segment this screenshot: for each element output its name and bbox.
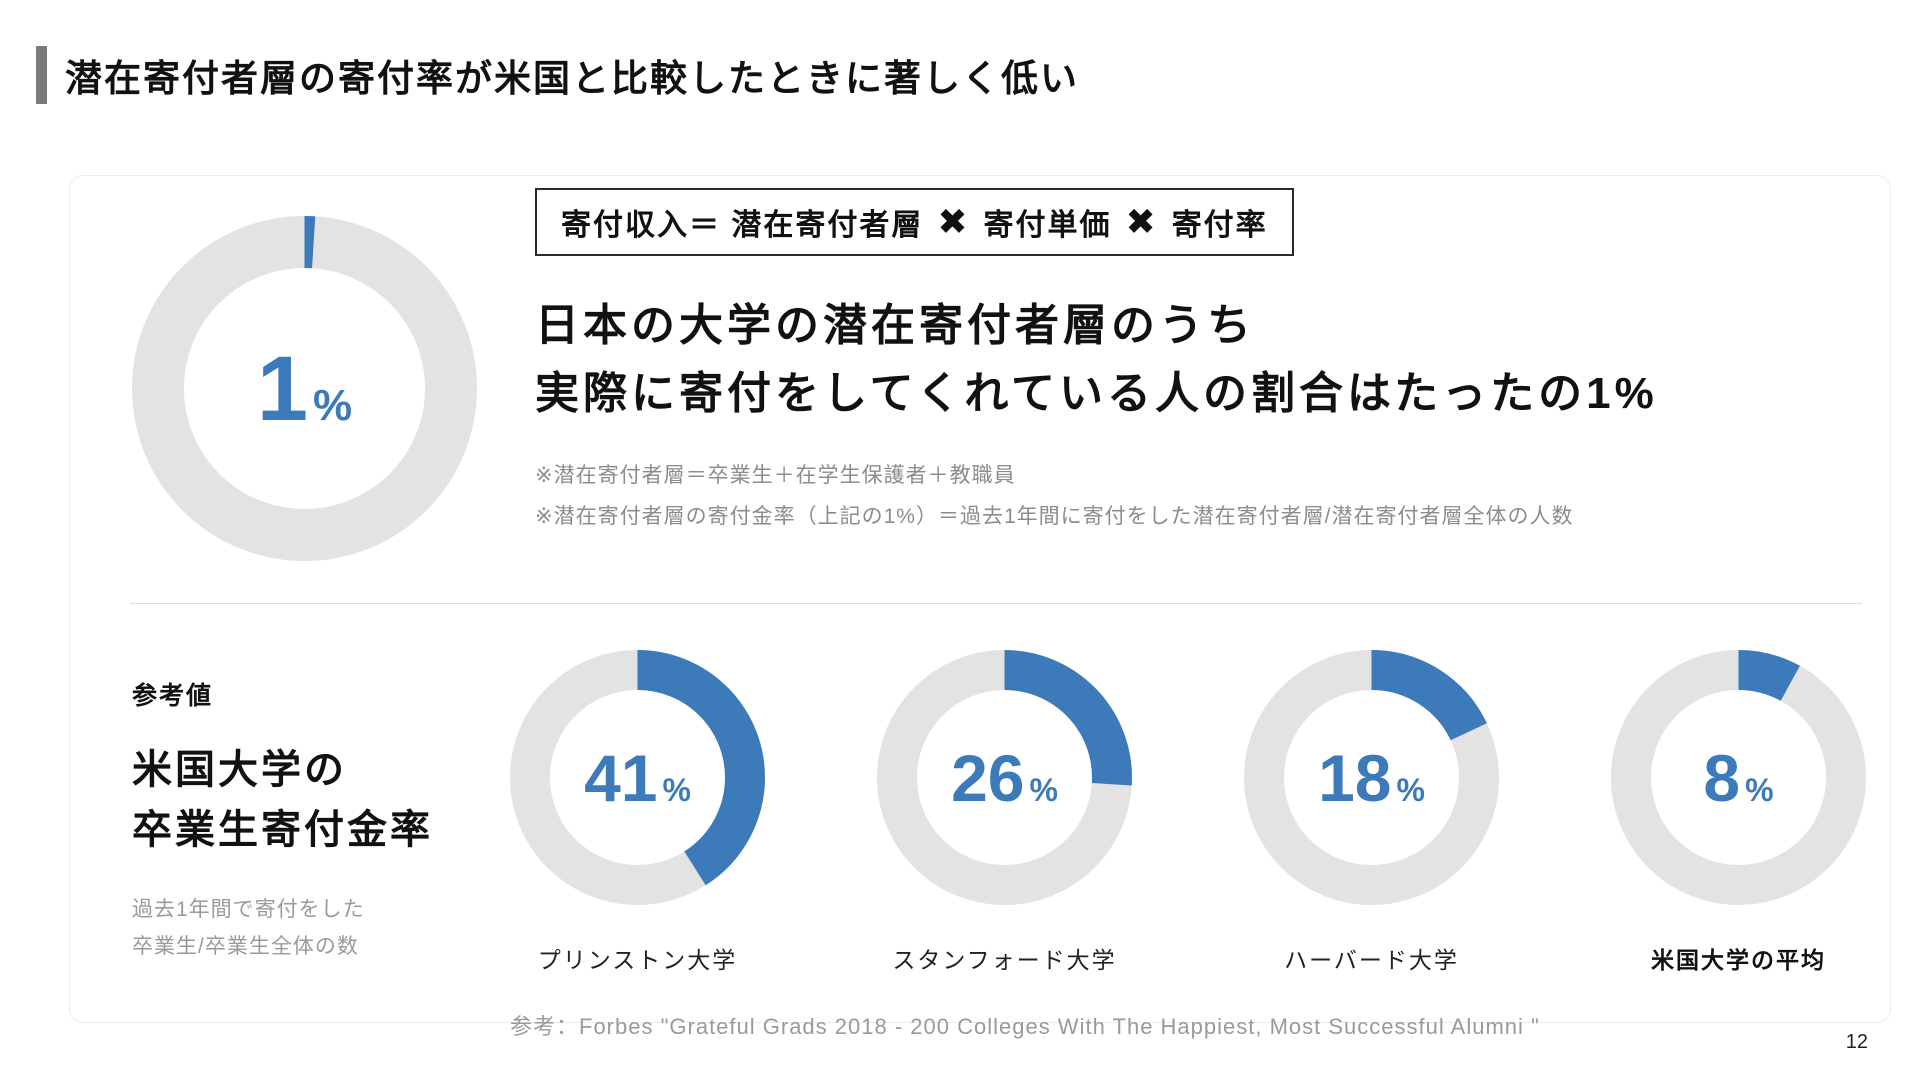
us-donut-unit: % <box>1396 771 1425 808</box>
us-donut-item: 18% ハーバード大学 <box>1244 650 1499 975</box>
us-donut: 8% <box>1611 650 1866 905</box>
us-donut-center: 18% <box>1244 650 1499 905</box>
japan-donut: 1% <box>132 216 477 561</box>
footnote-2: ※潜在寄付者層の寄付金率（上記の1%）＝過去1年間に寄付をした潜在寄付者層/潜在… <box>535 505 1574 529</box>
us-donut-center: 26% <box>877 650 1132 905</box>
formula-box: 寄付収入＝ 潜在寄付者層 ✖ 寄付単価 ✖ 寄付率 <box>535 188 1294 256</box>
us-donut-center: 8% <box>1611 650 1866 905</box>
us-donut-label: ハーバード大学 <box>1284 947 1459 973</box>
us-donut-unit: % <box>1029 771 1058 808</box>
us-donut-unit: % <box>1745 771 1774 808</box>
content-card: 1% 寄付収入＝ 潜在寄付者層 ✖ 寄付単価 ✖ 寄付率 日本の大学の潜在寄付者… <box>69 175 1891 1039</box>
japan-text-column: 寄付収入＝ 潜在寄付者層 ✖ 寄付単価 ✖ 寄付率 日本の大学の潜在寄付者層のう… <box>535 188 1850 538</box>
donut-chart-svg <box>132 216 477 561</box>
us-charts-column: 41% プリンストン大学 26% スタンフォード大学 18% ハーバード大学 8% 米国大学の… <box>510 650 1878 1041</box>
footnotes: ※潜在寄付者層＝卒業生＋在学生保護者＋教職員 ※潜在寄付者層の寄付金率（上記の1… <box>535 456 1850 538</box>
us-title-line-2: 卒業生寄付金率 <box>132 808 433 852</box>
us-section: 参考値 米国大学の 卒業生寄付金率 過去1年間で寄付をした 卒業生/卒業生全体の… <box>70 604 1890 1041</box>
us-section-title: 米国大学の 卒業生寄付金率 <box>132 740 510 860</box>
us-donut-item: 26% スタンフォード大学 <box>877 650 1132 975</box>
donut-chart-svg <box>510 650 765 905</box>
heading-line-1: 日本の大学の潜在寄付者層のうち <box>535 301 1255 350</box>
main-heading: 日本の大学の潜在寄付者層のうち 実際に寄付をしてくれている人の割合はたったの1% <box>535 292 1850 428</box>
us-donut-value: 8 <box>1703 740 1741 815</box>
donut-chart-svg <box>1611 650 1866 905</box>
title-block: 潜在寄付者層の寄付率が米国と比較したときに著しく低い <box>36 46 1079 104</box>
us-donut-value: 26 <box>951 740 1025 815</box>
us-donut: 18% <box>1244 650 1499 905</box>
us-donut-label: 米国大学の平均 <box>1651 947 1826 973</box>
section-divider <box>130 603 1862 604</box>
us-title-line-1: 米国大学の <box>132 748 347 792</box>
japan-section: 1% 寄付収入＝ 潜在寄付者層 ✖ 寄付単価 ✖ 寄付率 日本の大学の潜在寄付者… <box>70 176 1890 561</box>
multiply-icon: ✖ <box>937 201 970 242</box>
formula-part-1: 寄付収入＝ 潜在寄付者層 <box>561 209 924 242</box>
heading-line-2: 実際に寄付をしてくれている人の割合はたったの1% <box>535 369 1658 419</box>
us-donut-item: 8% 米国大学の平均 <box>1611 650 1866 975</box>
reference-label: 参考値 <box>132 682 214 710</box>
japan-donut-value: 1 <box>256 337 309 440</box>
donut-chart-svg <box>1244 650 1499 905</box>
source-citation: 参考：Forbes "Grateful Grads 2018 - 200 Col… <box>510 1014 1540 1039</box>
us-donut-label: プリンストン大学 <box>537 947 738 973</box>
footnote-1: ※潜在寄付者層＝卒業生＋在学生保護者＋教職員 <box>535 464 1016 488</box>
japan-donut-unit: % <box>313 380 353 430</box>
us-donut-item: 41% プリンストン大学 <box>510 650 765 975</box>
page-title: 潜在寄付者層の寄付率が米国と比較したときに著しく低い <box>65 58 1079 99</box>
us-note-line-1: 過去1年間で寄付をした <box>132 898 365 921</box>
japan-donut-center: 1% <box>132 216 477 561</box>
us-donut-value: 41 <box>584 740 658 815</box>
us-note-line-2: 卒業生/卒業生全体の数 <box>132 934 359 958</box>
us-donut-center: 41% <box>510 650 765 905</box>
us-text-column: 参考値 米国大学の 卒業生寄付金率 過去1年間で寄付をした 卒業生/卒業生全体の… <box>132 650 510 1041</box>
us-donut-label: スタンフォード大学 <box>892 947 1117 973</box>
us-donuts-row: 41% プリンストン大学 26% スタンフォード大学 18% ハーバード大学 8% 米国大学の… <box>510 650 1866 975</box>
us-donut: 41% <box>510 650 765 905</box>
multiply-icon: ✖ <box>1125 201 1158 242</box>
formula-part-3: 寄付率 <box>1171 209 1268 242</box>
us-donut: 26% <box>877 650 1132 905</box>
us-donut-value: 18 <box>1318 740 1392 815</box>
japan-donut-ring <box>132 216 477 566</box>
japan-donut-center-line: 1% <box>257 343 352 435</box>
us-donut-unit: % <box>662 771 691 808</box>
donut-chart-svg <box>877 650 1132 905</box>
us-section-note: 過去1年間で寄付をした 卒業生/卒業生全体の数 <box>132 892 510 966</box>
formula-part-2: 寄付単価 <box>983 209 1112 242</box>
page-number: 12 <box>1845 1031 1868 1053</box>
title-accent-bar <box>36 46 47 104</box>
